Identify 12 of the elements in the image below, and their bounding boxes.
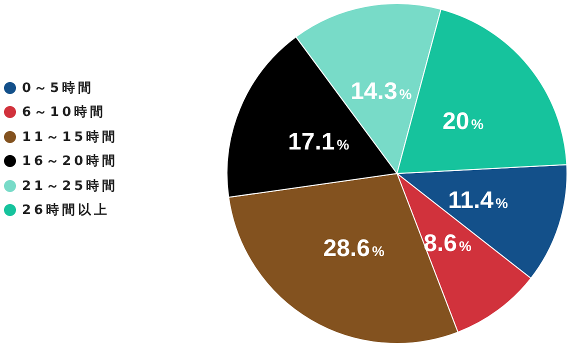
data-label: 11.4% bbox=[448, 187, 509, 214]
legend-label: 16～20時間 bbox=[22, 153, 118, 170]
legend-label: 0～5時間 bbox=[22, 80, 94, 97]
data-label: 28.6% bbox=[323, 234, 386, 262]
data-label: 20% bbox=[442, 108, 484, 136]
data-label: 14.3% bbox=[350, 78, 412, 105]
legend-label: 21～25時間 bbox=[22, 178, 118, 195]
data-label: 8.6% bbox=[424, 230, 472, 257]
legend-label: 26時間以上 bbox=[22, 202, 110, 220]
legend-label: 11～15時間 bbox=[22, 128, 118, 146]
data-label: 17.1% bbox=[288, 128, 350, 156]
legend-label: 6～10時間 bbox=[22, 104, 106, 122]
